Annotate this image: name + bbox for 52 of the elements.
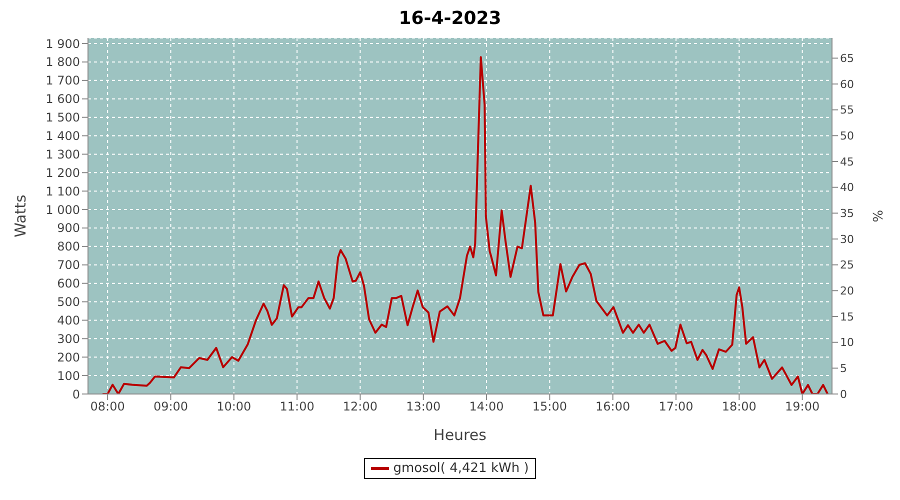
y-tick-label: 200: [57, 350, 80, 364]
y2-tick-label: 40: [840, 181, 854, 194]
y-tick-label: 500: [57, 295, 80, 310]
y2-tick-label: 45: [840, 155, 854, 168]
x-tick-label: 11:00: [280, 400, 314, 414]
y-tick-label: 100: [57, 368, 80, 383]
y-axis-title: Watts: [11, 194, 30, 238]
y-tick-label: 800: [57, 240, 80, 254]
x-tick-label: 08:00: [90, 400, 125, 414]
chart-title: 16-4-2023: [398, 8, 502, 31]
y-tick-label: 1 600: [46, 92, 80, 106]
y-tick-label: 1 300: [46, 147, 80, 162]
y2-tick-label: 5: [840, 362, 847, 376]
line-series: [102, 56, 829, 394]
y-tick-label: 400: [57, 313, 80, 328]
y-tick-label: 700: [57, 258, 80, 272]
y2-tick-label: 55: [840, 104, 854, 117]
y-tick-label: 600: [57, 276, 80, 291]
y-tick-label: 1 000: [46, 202, 80, 217]
y-tick-label: 1 700: [46, 74, 80, 88]
y2-tick-label: 25: [840, 258, 854, 272]
y-tick-label: 1 900: [46, 36, 80, 51]
y-tick-label: 900: [57, 221, 80, 236]
x-tick-label: 09:00: [153, 400, 188, 414]
y2-tick-label: 20: [840, 284, 854, 298]
x-tick-label: 18:00: [722, 400, 756, 414]
x-tick-label: 16:00: [596, 400, 630, 414]
x-tick-label: 14:00: [469, 400, 504, 414]
y2-tick-label: 65: [840, 52, 854, 66]
x-tick-label: 19:00: [785, 400, 820, 414]
y-tick-label: 1 100: [46, 184, 80, 198]
y2-tick-label: 0: [840, 388, 847, 401]
x-tick-label: 13:00: [406, 400, 441, 414]
x-tick-label: 15:00: [532, 400, 567, 414]
x-axis-title: Heures: [434, 426, 487, 444]
x-tick-label: 17:00: [658, 400, 694, 414]
y-tick-label: 0: [72, 387, 80, 402]
y2-tick-label: 60: [840, 78, 854, 91]
y2-tick-label: 15: [840, 310, 854, 324]
y2-tick-label: 30: [840, 232, 854, 246]
y2-axis-title: %: [872, 210, 887, 222]
y2-tick-label: 35: [840, 207, 854, 220]
x-tick-label: 12:00: [342, 400, 378, 414]
y-tick-label: 1 400: [46, 129, 80, 144]
x-tick-label: 10:00: [216, 400, 252, 414]
y-tick-label: 300: [57, 332, 80, 346]
legend-label: gmosol( 4,421 kWh ): [393, 461, 529, 476]
y-tick-label: 1 500: [46, 110, 80, 125]
y-tick-label: 1 800: [46, 55, 80, 70]
y2-tick-label: 50: [840, 130, 854, 143]
y-tick-label: 1 200: [46, 166, 80, 180]
y2-tick-label: 10: [840, 336, 854, 350]
